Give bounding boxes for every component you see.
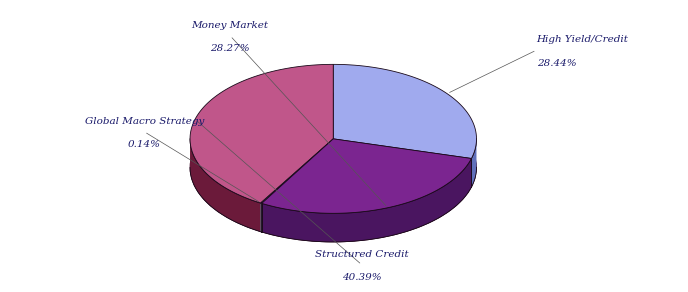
- Ellipse shape: [190, 93, 477, 242]
- Text: Structured Credit: Structured Credit: [315, 250, 409, 259]
- Text: 40.39%: 40.39%: [342, 274, 382, 282]
- Polygon shape: [190, 64, 333, 203]
- Polygon shape: [261, 139, 471, 213]
- Text: 28.44%: 28.44%: [537, 59, 577, 68]
- Polygon shape: [471, 139, 477, 187]
- Polygon shape: [333, 64, 477, 159]
- Text: Money Market: Money Market: [192, 21, 268, 30]
- Text: 28.27%: 28.27%: [211, 44, 250, 53]
- Text: 0.14%: 0.14%: [128, 140, 161, 149]
- Polygon shape: [190, 139, 261, 232]
- Polygon shape: [261, 159, 471, 242]
- Text: High Yield/Credit: High Yield/Credit: [537, 35, 629, 44]
- Text: Global Macro Strategy: Global Macro Strategy: [85, 117, 204, 126]
- Polygon shape: [261, 139, 333, 203]
